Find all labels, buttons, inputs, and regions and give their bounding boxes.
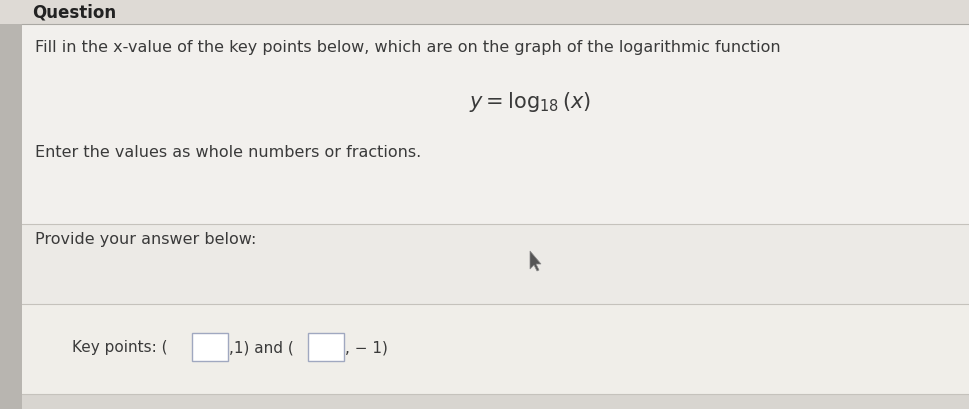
Text: Key points: (: Key points: ( xyxy=(72,339,168,355)
Text: , − 1): , − 1) xyxy=(345,339,388,355)
Polygon shape xyxy=(529,252,541,271)
Text: $y = \log_{18}(x)$: $y = \log_{18}(x)$ xyxy=(469,90,590,114)
Bar xyxy=(22,25,969,225)
Bar xyxy=(0,0,969,25)
Text: Provide your answer below:: Provide your answer below: xyxy=(35,231,256,246)
FancyBboxPatch shape xyxy=(308,333,344,361)
Bar xyxy=(22,225,969,304)
Text: Enter the values as whole numbers or fractions.: Enter the values as whole numbers or fra… xyxy=(35,145,421,160)
Text: ,1) and (: ,1) and ( xyxy=(229,339,294,355)
Bar xyxy=(0,25,22,409)
Text: Fill in the x-value of the key points below, which are on the graph of the logar: Fill in the x-value of the key points be… xyxy=(35,40,780,55)
Text: Question: Question xyxy=(32,4,116,22)
FancyBboxPatch shape xyxy=(192,333,228,361)
Bar xyxy=(22,304,969,394)
